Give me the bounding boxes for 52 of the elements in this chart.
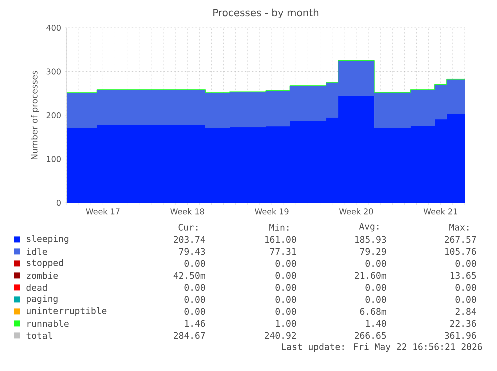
text: Max: (450, 224, 469, 231)
text: 0.00 (456, 260, 476, 268)
text: 0.00 (184, 308, 206, 316)
text: 1.00 (276, 320, 296, 328)
legend-label: zombie (27, 272, 58, 280)
text: 105.76 (445, 248, 476, 256)
text: 0.00 (276, 284, 296, 292)
text: 0.00 (366, 284, 386, 292)
text: 77.31 (270, 248, 296, 256)
y-axis-title: Number of processes (31, 71, 40, 160)
text: 0.00 (456, 296, 476, 304)
text: 266.65 (355, 332, 386, 340)
text: 79.43 (179, 248, 206, 256)
text: 0.00 (276, 260, 296, 268)
legend-label: uninterruptible (27, 307, 107, 316)
legend-label: idle (26, 248, 48, 256)
text: 0.00 (184, 260, 206, 268)
text: 161.00 (265, 236, 296, 244)
text: Cur: (178, 224, 198, 231)
legend-label: sleeping (27, 235, 69, 244)
text: 42.50m (174, 272, 206, 280)
legend-label: dead (26, 284, 47, 292)
text: Last update: Fri May 22 16:56:21 2026 (282, 343, 482, 352)
text: 6.68m (360, 308, 386, 316)
legend-label: stopped (27, 259, 64, 268)
text: 79.29 (360, 248, 386, 256)
text: 13.65 (450, 272, 476, 280)
text: 21.60m (355, 272, 386, 280)
text: Min: (270, 224, 289, 231)
text: 0.00 (184, 284, 206, 292)
text: 0.00 (366, 260, 386, 268)
text: 1.46 (185, 320, 206, 328)
text: 22.36 (450, 320, 476, 328)
legend-label: runnable (28, 320, 69, 328)
text: 185.93 (355, 236, 386, 244)
text: 0.00 (184, 296, 206, 304)
text: 0.00 (456, 284, 476, 292)
legend-label: total (26, 332, 52, 340)
text: 240.92 (265, 332, 296, 340)
text: 1.40 (366, 320, 386, 328)
text: 361.96 (445, 332, 476, 340)
text: 0.00 (366, 296, 386, 304)
text: 0.00 (276, 272, 296, 280)
legend-label: paging (27, 295, 58, 304)
text: 2.84 (456, 308, 476, 316)
text: 0.00 (276, 296, 296, 304)
text: 267.57 (445, 236, 476, 244)
text: 284.67 (174, 332, 206, 340)
chart-title: Processes - by month (214, 8, 319, 19)
text: 0.00 (276, 308, 296, 316)
text: 203.74 (174, 236, 206, 244)
text: Avg: (359, 223, 379, 232)
